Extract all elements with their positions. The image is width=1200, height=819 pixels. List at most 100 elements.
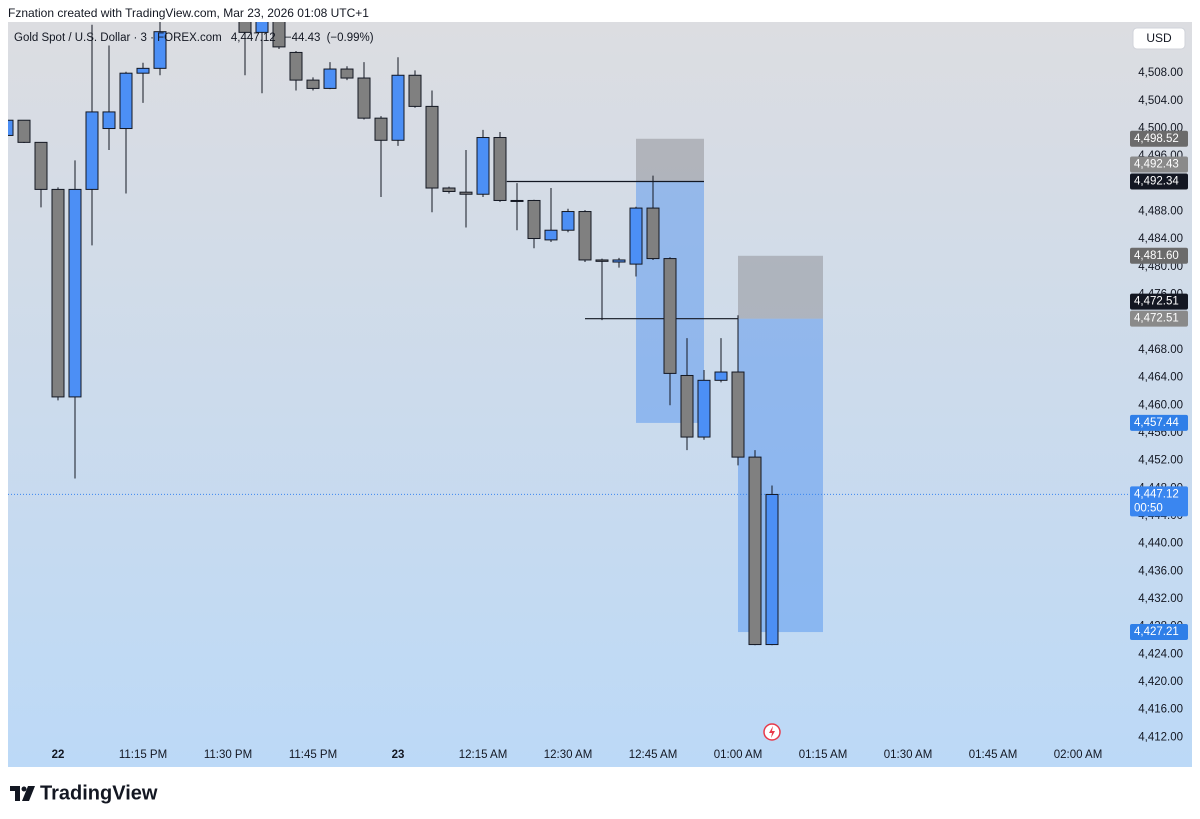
- candle-body: [340, 68, 354, 79]
- x-tick-label: 01:00 AM: [714, 749, 763, 761]
- candle-body: [612, 259, 626, 263]
- candle-body: [459, 191, 473, 195]
- candle-body: [68, 188, 82, 398]
- x-tick-label: 12:15 AM: [459, 749, 508, 761]
- price-label: 4,492.34: [1134, 176, 1179, 188]
- candle-body: [408, 74, 422, 107]
- header-text: Fznation created with TradingView.com, M…: [8, 6, 369, 20]
- symbol: Gold Spot / U.S. Dollar · 3 · FOREX.com: [14, 32, 222, 44]
- x-tick-label: 01:15 AM: [799, 749, 848, 761]
- change: −44.43: [285, 32, 321, 44]
- y-tick-label: 4,424.00: [1138, 648, 1183, 660]
- stop-zone: [636, 138, 704, 181]
- x-tick-label: 11:30 PM: [204, 749, 252, 761]
- x-tick-label: 22: [52, 749, 65, 761]
- price-label-box: [1130, 293, 1188, 310]
- logo-shape: [22, 786, 35, 801]
- candle-body: [238, 22, 252, 33]
- candle-body: [306, 79, 320, 89]
- y-tick-label: 4,420.00: [1138, 676, 1183, 688]
- candle-body: [51, 188, 65, 398]
- candle-body: [272, 22, 286, 48]
- y-tick-label: 4,488.00: [1138, 206, 1183, 218]
- price-label: 4,498.52: [1134, 133, 1179, 145]
- candle-body: [731, 371, 745, 458]
- y-tick-label: 4,436.00: [1138, 565, 1183, 577]
- candle-body: [663, 258, 677, 374]
- y-tick-label: 4,464.00: [1138, 372, 1183, 384]
- price-label: 4,481.60: [1134, 250, 1179, 262]
- candle-body: [629, 207, 643, 265]
- candle-body: [119, 72, 133, 130]
- x-tick-label: 02:00 AM: [1054, 749, 1103, 761]
- x-tick-label: 01:45 AM: [969, 749, 1018, 761]
- price-label-box: [1130, 624, 1188, 641]
- currency[interactable]: USD: [1146, 31, 1172, 45]
- x-tick-label: 11:15 PM: [119, 749, 167, 761]
- x-tick-label: 12:30 AM: [544, 749, 593, 761]
- price-label: 4,472.51: [1134, 296, 1179, 308]
- candle-body: [646, 207, 660, 260]
- price-label-box: [1130, 486, 1188, 517]
- candle-body: [374, 117, 388, 141]
- x-tick-label: 11:45 PM: [289, 749, 337, 761]
- x-tick-label: 12:45 AM: [629, 749, 678, 761]
- y-tick-label: 4,412.00: [1138, 731, 1183, 743]
- brand: TradingView: [40, 782, 158, 804]
- price-labels: 4,498.52 4,492.43 4,492.34 4,481.60 4,472.51…: [1130, 130, 1188, 641]
- price-label: 4,472.51: [1134, 313, 1179, 325]
- candle-body: [493, 137, 507, 201]
- y-tick-label: 4,468.00: [1138, 344, 1183, 356]
- alert-icon-bolt: [769, 726, 775, 738]
- stop-zone: [738, 255, 823, 319]
- y-tick-label: 4,432.00: [1138, 593, 1183, 605]
- plot-area: [8, 22, 1128, 646]
- candle-body: [476, 137, 490, 195]
- price-label-box: [1130, 173, 1188, 190]
- candle-body: [765, 493, 779, 646]
- candle-body: [153, 31, 167, 69]
- y-tick-label: 4,480.00: [1138, 261, 1183, 273]
- price-label: 4,427.21: [1134, 626, 1179, 638]
- candle-body: [357, 77, 371, 119]
- candle-body: [85, 111, 99, 190]
- candle-body: [289, 51, 303, 81]
- price-label-box: [1130, 247, 1188, 264]
- candle-body: [17, 119, 31, 143]
- candle-body: [323, 68, 337, 89]
- last-price: 4,447.12: [231, 32, 276, 44]
- candle-body: [255, 22, 269, 33]
- candle-body: [442, 187, 456, 192]
- candle-body: [425, 105, 439, 189]
- price-label-box: [1130, 414, 1188, 431]
- price-label-box: [1130, 130, 1188, 147]
- x-tick-label: 23: [392, 749, 405, 761]
- candle-body: [748, 456, 762, 646]
- y-tick-label: 4,484.00: [1138, 233, 1183, 245]
- y-tick-label: 4,460.00: [1138, 399, 1183, 411]
- y-tick-label: 4,508.00: [1138, 67, 1183, 79]
- candle-body: [544, 229, 558, 241]
- candle-body: [578, 211, 592, 261]
- y-tick-label: 4,440.00: [1138, 538, 1183, 550]
- brand-logo: TradingView: [10, 782, 158, 804]
- y-tick-label: 4,504.00: [1138, 95, 1183, 107]
- price-label-box: [1130, 156, 1188, 173]
- logo-shape: [10, 786, 20, 801]
- price-label: 4,447.12: [1134, 488, 1179, 500]
- x-tick-label: 01:30 AM: [884, 749, 933, 761]
- y-tick-label: 4,416.00: [1138, 704, 1183, 716]
- y-tick-label: 4,452.00: [1138, 455, 1183, 467]
- candle-body: [714, 371, 728, 381]
- chart-background: [8, 22, 1192, 767]
- candle-body: [510, 199, 524, 202]
- symbol-line: Gold Spot / U.S. Dollar · 3 · FOREX.com …: [14, 32, 374, 44]
- candle-body: [595, 259, 609, 262]
- price-label: 4,457.44: [1134, 417, 1179, 429]
- candle-body: [527, 199, 541, 240]
- candle-body: [697, 379, 711, 438]
- candle-body: [34, 141, 48, 190]
- currency-button[interactable]: [1132, 27, 1186, 50]
